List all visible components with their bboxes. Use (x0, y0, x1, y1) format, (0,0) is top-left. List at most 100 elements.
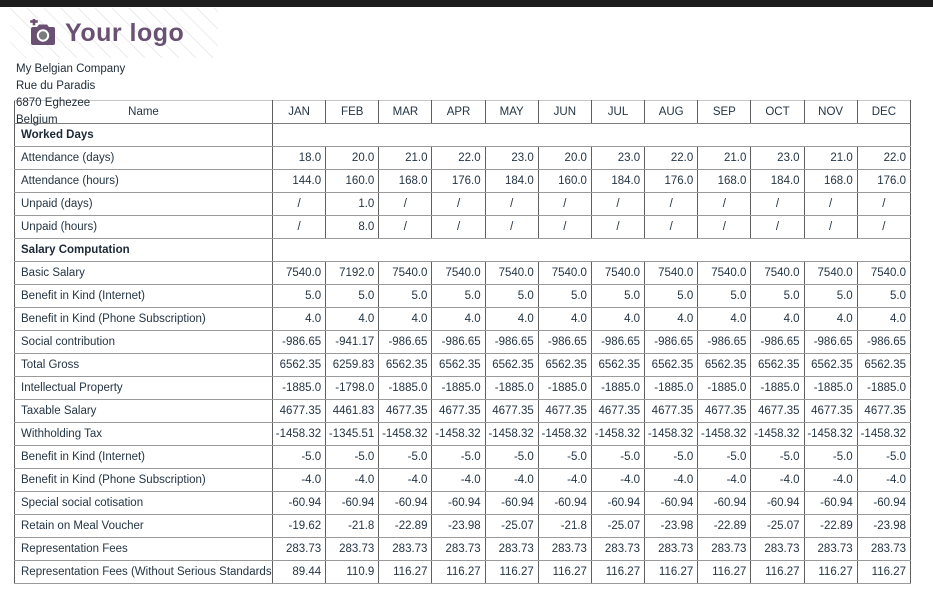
value-cell: 5.0 (271, 284, 327, 308)
value-cell: 168.0 (803, 169, 858, 193)
value-cell: 5.0 (697, 284, 752, 308)
value-cell: 4.0 (484, 307, 539, 331)
table-row: Withholding Tax -1458.32 -1345.51 -1458.32-… (14, 422, 912, 446)
value-cell: -1885.0 (378, 376, 433, 400)
value-cell: 7192.0 (325, 261, 380, 285)
value-cell: -986.65 (697, 330, 752, 354)
value-cell: -1458.32 (431, 422, 486, 446)
company-country: Belgium (16, 114, 58, 126)
column-header-month: JUL (590, 100, 646, 124)
value-cell: -60.94 (431, 491, 486, 515)
value-cell: 283.73 (750, 537, 805, 561)
value-cell: 6562.35 (856, 353, 912, 377)
value-cell: -60.94 (697, 491, 752, 515)
value-cell: -60.94 (750, 491, 805, 515)
value-cell: / (697, 192, 752, 216)
value-cell: 4.0 (750, 307, 805, 331)
row-label: Attendance (hours) (14, 169, 273, 193)
value-cell: 4677.35 (856, 399, 912, 423)
value-cell: 7540.0 (537, 261, 592, 285)
value-cell: 283.73 (590, 537, 646, 561)
value-cell: -5.0 (697, 445, 752, 469)
value-cell: -1458.32 (537, 422, 592, 446)
value-cell: -941.17 (325, 330, 380, 354)
value-cell: -4.0 (750, 468, 805, 492)
table-row: Basic Salary 7540.0 7192.0 7540.0 7540.0 7540… (14, 261, 912, 285)
value-cell: 4677.35 (431, 399, 486, 423)
value-cell: 283.73 (378, 537, 433, 561)
row-label: Benefit in Kind (Internet) (14, 445, 273, 469)
value-cell: 4677.35 (590, 399, 646, 423)
value-cell: 176.0 (644, 169, 699, 193)
value-cell: -22.89 (378, 514, 433, 538)
table-row: Representation Fees 283.73 283.73 283.73 283… (14, 537, 912, 561)
value-cell: 4.0 (856, 307, 912, 331)
value-cell: -5.0 (856, 445, 912, 469)
row-label: Withholding Tax (14, 422, 273, 446)
value-cell: -60.94 (856, 491, 912, 515)
value-cell: 4.0 (644, 307, 699, 331)
value-cell: -5.0 (537, 445, 592, 469)
value-cell: -23.98 (856, 514, 912, 538)
value-cell: -1885.0 (484, 376, 539, 400)
table-row: Benefit in Kind (Phone Subscription) 4.0 4… (14, 307, 912, 331)
value-cell: 7540.0 (697, 261, 752, 285)
column-header-month: APR (431, 100, 486, 124)
value-cell: 5.0 (431, 284, 486, 308)
value-cell: 8.0 (325, 215, 380, 239)
value-cell: 283.73 (803, 537, 858, 561)
value-cell: -23.98 (431, 514, 486, 538)
value-cell: -21.8 (537, 514, 592, 538)
value-cell: -1885.0 (697, 376, 752, 400)
value-cell: -22.89 (803, 514, 858, 538)
column-header-name: Name (14, 100, 273, 124)
column-header-month: DEC (856, 100, 912, 124)
value-cell: / (750, 215, 805, 239)
value-cell: 89.44 (271, 560, 327, 584)
value-cell: -986.65 (803, 330, 858, 354)
row-label: Total Gross (14, 353, 273, 377)
value-cell: 7540.0 (431, 261, 486, 285)
value-cell: -60.94 (378, 491, 433, 515)
value-cell: 4.0 (325, 307, 380, 331)
value-cell: / (271, 192, 327, 216)
value-cell: 116.27 (590, 560, 646, 584)
value-cell: 4677.35 (697, 399, 752, 423)
value-cell: 4677.35 (644, 399, 699, 423)
value-cell: -4.0 (590, 468, 646, 492)
value-cell: 23.0 (484, 146, 539, 170)
value-cell: / (803, 215, 858, 239)
section-spacer-cell (272, 238, 911, 262)
value-cell: 4677.35 (537, 399, 592, 423)
value-cell: / (378, 215, 433, 239)
value-cell: -22.89 (697, 514, 752, 538)
value-cell: -986.65 (484, 330, 539, 354)
value-cell: 4461.83 (325, 399, 380, 423)
value-cell: -1885.0 (644, 376, 699, 400)
value-cell: 18.0 (271, 146, 327, 170)
value-cell: -1458.32 (378, 422, 433, 446)
value-cell: 20.0 (537, 146, 592, 170)
value-cell: 7540.0 (271, 261, 327, 285)
value-cell: -5.0 (750, 445, 805, 469)
value-cell: / (644, 192, 699, 216)
value-cell: 283.73 (484, 537, 539, 561)
value-cell: 283.73 (431, 537, 486, 561)
value-cell: -23.98 (644, 514, 699, 538)
value-cell: -986.65 (271, 330, 327, 354)
value-cell: 116.27 (803, 560, 858, 584)
value-cell: 116.27 (750, 560, 805, 584)
value-cell: 168.0 (378, 169, 433, 193)
table-row: Total Gross 6562.35 6259.83 6562.35 6562.35 6… (14, 353, 912, 377)
value-cell: -4.0 (378, 468, 433, 492)
value-cell: 160.0 (537, 169, 592, 193)
value-cell: 20.0 (325, 146, 380, 170)
value-cell: 4.0 (378, 307, 433, 331)
value-cell: -5.0 (431, 445, 486, 469)
value-cell: / (856, 192, 912, 216)
value-cell: 144.0 (271, 169, 327, 193)
value-cell: -4.0 (697, 468, 752, 492)
value-cell: / (750, 192, 805, 216)
table-row: Unpaid (hours)/8.0// / / / / / / / / (14, 215, 912, 239)
value-cell: -1458.32 (856, 422, 912, 446)
